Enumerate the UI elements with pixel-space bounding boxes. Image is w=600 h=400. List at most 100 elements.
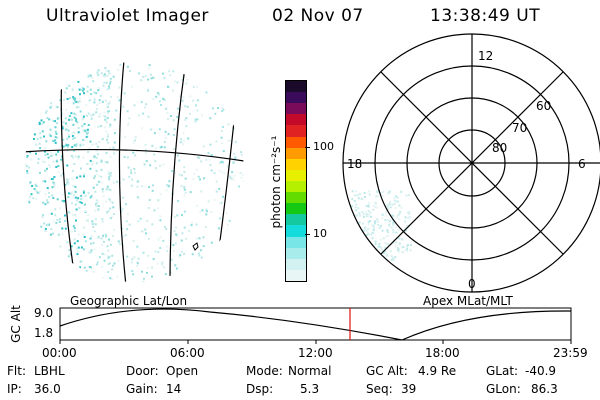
geo-pixel [113, 228, 116, 231]
geo-pixel [67, 129, 70, 132]
geo-pixel [222, 161, 224, 164]
geo-pixel [86, 163, 89, 165]
geo-pixel [157, 238, 160, 241]
geo-pixel [142, 280, 145, 282]
geo-pixel [61, 193, 64, 196]
geo-pixel [85, 135, 88, 138]
polar-pixel [396, 200, 399, 203]
geo-pixel [196, 85, 199, 88]
geo-pixel [94, 209, 96, 212]
geo-pixel [105, 81, 108, 84]
geo-pixel [172, 134, 175, 136]
geo-pixel [117, 69, 120, 72]
geo-pixel [103, 240, 105, 243]
geo-pixel [41, 122, 44, 125]
geo-pixel [39, 147, 42, 150]
geo-pixel [91, 163, 94, 166]
geo-pixel [202, 245, 205, 248]
polar-pixel [385, 235, 388, 238]
geo-pixel [106, 88, 109, 91]
geo-pixel [229, 177, 232, 180]
geo-pixel [51, 139, 54, 142]
geo-pixel [89, 196, 92, 199]
geo-pixel [100, 72, 103, 75]
polar-pixel [392, 257, 395, 260]
geo-pixel [113, 152, 116, 155]
geo-pixel [133, 171, 136, 174]
geo-pixel [103, 74, 105, 77]
geo-pixel [112, 264, 114, 267]
polar-pixel [402, 246, 405, 248]
geo-pixel [63, 199, 66, 202]
polar-pixel [406, 250, 409, 253]
geo-pixel [94, 218, 97, 221]
geo-pixel [141, 230, 144, 233]
polar-pixel [388, 203, 391, 206]
geo-pixel [196, 118, 199, 121]
polar-pixel [392, 221, 395, 224]
geo-pixel [61, 125, 64, 128]
geo-pixel [79, 144, 82, 147]
geo-pixel [111, 215, 114, 218]
polar-pixel [376, 218, 378, 220]
geo-pixel [26, 155, 29, 157]
geo-pixel [225, 212, 228, 215]
polar-pixel [365, 229, 368, 232]
door-label: Door: [126, 364, 159, 378]
geo-pixel [101, 138, 104, 141]
polar-pixel [394, 199, 397, 202]
geo-pixel [61, 199, 64, 202]
geo-pixel [167, 186, 170, 189]
geo-pixel [144, 106, 147, 109]
geo-pixel [234, 141, 237, 144]
geo-pixel [160, 145, 163, 148]
geo-pixel [55, 160, 58, 163]
geo-pixel [106, 110, 109, 113]
geo-pixel [170, 115, 172, 117]
geo-pixel [121, 227, 124, 230]
dsp-label: Dsp: [246, 382, 274, 396]
geo-pixel [44, 180, 47, 183]
geo-pixel [68, 115, 71, 117]
geo-pixel [106, 255, 109, 258]
polar-pixel [404, 216, 407, 219]
geo-pixel [61, 112, 64, 115]
geo-pixel [92, 143, 95, 146]
geo-pixel [201, 114, 203, 117]
polar-pixel [351, 205, 354, 207]
geo-pixel [189, 95, 192, 98]
geo-pixel [220, 136, 223, 139]
geo-pixel [109, 189, 112, 191]
geo-pixel [215, 180, 218, 183]
geo-pixel [121, 208, 124, 211]
geo-pixel [71, 135, 74, 137]
geo-pixel [207, 152, 210, 155]
geo-pixel [126, 255, 129, 258]
polar-pixel [362, 222, 365, 225]
polar-pixel [378, 242, 381, 245]
geo-pixel [64, 214, 66, 217]
geo-pixel [109, 82, 112, 85]
geo-pixel [71, 132, 74, 135]
geo-pixel [188, 230, 191, 233]
geo-pixel [109, 198, 111, 201]
polar-pixel [387, 192, 390, 195]
geo-pixel [140, 79, 143, 82]
geo-pixel [77, 246, 80, 249]
geo-pixel [238, 185, 240, 188]
geo-pixel [162, 239, 165, 242]
polar-pixel [389, 219, 391, 222]
geo-pixel [165, 189, 168, 192]
geo-pixel [50, 102, 53, 105]
geo-pixel [43, 147, 46, 149]
geo-pixel [75, 247, 78, 250]
projection-label-left: Geographic Lat/Lon [70, 294, 188, 308]
geo-pixel [106, 103, 109, 105]
geo-pixel [210, 241, 213, 244]
geo-pixel [35, 185, 38, 188]
geo-pixel [108, 110, 111, 112]
geo-pixel [185, 117, 188, 119]
polar-pixel [390, 255, 393, 258]
geo-pixel [198, 254, 201, 257]
